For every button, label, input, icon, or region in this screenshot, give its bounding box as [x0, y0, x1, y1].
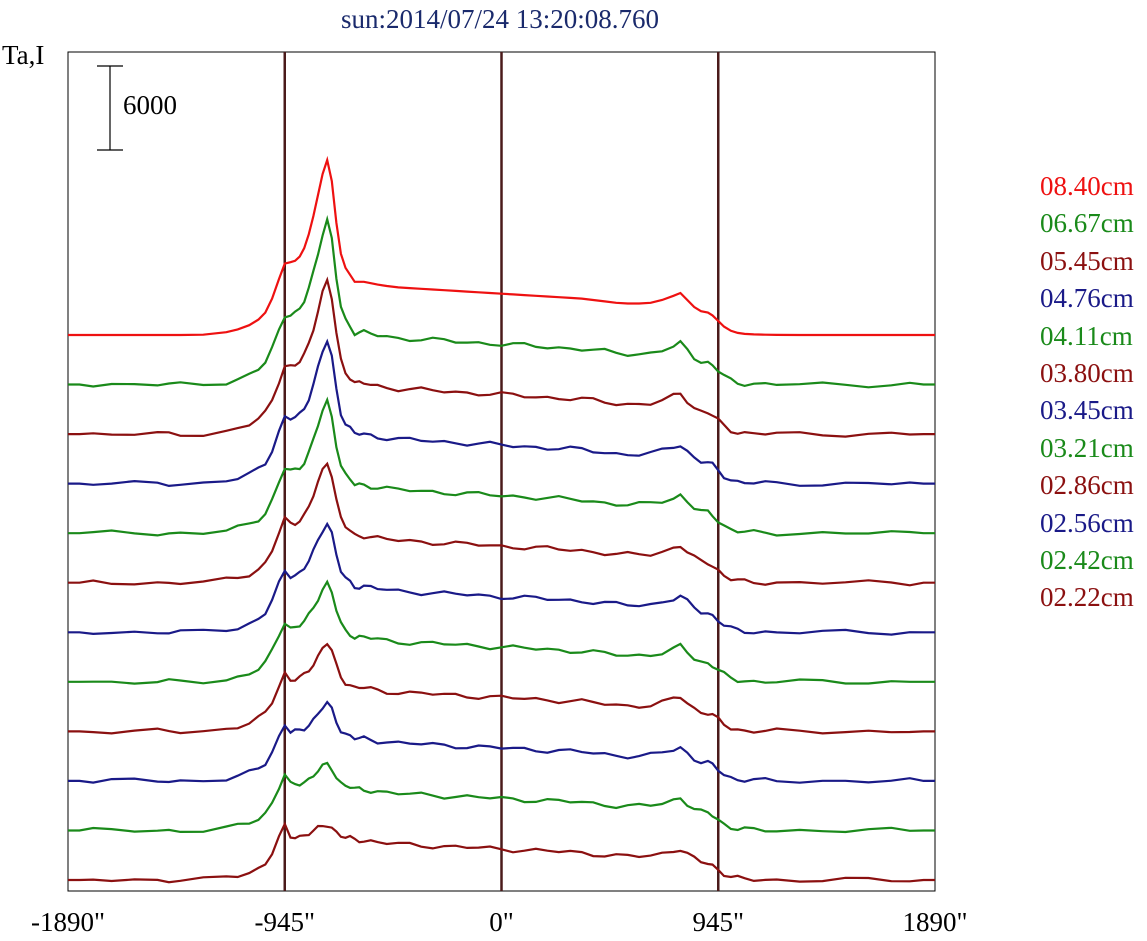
- chart-title: sun:2014/07/24 13:20:08.760: [340, 4, 659, 34]
- x-tick-label: 945": [692, 907, 744, 937]
- x-tick-label: -1890": [31, 907, 105, 937]
- legend-item: 02.56cm: [1040, 507, 1134, 538]
- legend-item: 03.21cm: [1040, 432, 1134, 463]
- legend: 08.40cm 06.67cm 05.45cm 04.76cm 04.11cm 03.80…: [1040, 168, 1134, 617]
- series-line-06.67cm: [68, 215, 935, 389]
- series-line-04.11cm: [68, 396, 935, 537]
- series-line-04.76cm: [68, 338, 935, 488]
- series-line-05.45cm: [68, 276, 935, 438]
- legend-item: 04.76cm: [1040, 283, 1134, 314]
- series-line-02.86cm: [68, 642, 935, 735]
- legend-item: 08.40cm: [1040, 171, 1134, 201]
- legend-item: 02.42cm: [1040, 544, 1134, 575]
- series-line-03.80cm: [68, 461, 935, 587]
- legend-item: 06.67cm: [1040, 208, 1134, 239]
- x-tick-label: 1890": [902, 907, 967, 937]
- series-line-03.45cm: [68, 521, 935, 636]
- x-tick-label: 0": [489, 907, 514, 937]
- series-line-02.42cm: [68, 761, 935, 834]
- series-line-08.40cm: [68, 155, 935, 337]
- series-line-02.22cm: [68, 821, 935, 884]
- legend-item: 03.80cm: [1040, 357, 1134, 388]
- series-line-03.21cm: [68, 579, 935, 685]
- x-tick-label: -945": [254, 907, 315, 937]
- series-line-02.56cm: [68, 700, 935, 784]
- y-axis-label: Ta,I: [2, 40, 45, 70]
- legend-item: 05.45cm: [1040, 245, 1134, 276]
- legend-item: 03.45cm: [1040, 395, 1134, 426]
- legend-item: 02.86cm: [1040, 470, 1134, 501]
- legend-item: 04.11cm: [1040, 320, 1133, 351]
- scale-bar-label: 6000: [123, 90, 177, 120]
- legend-item: 02.22cm: [1040, 582, 1134, 613]
